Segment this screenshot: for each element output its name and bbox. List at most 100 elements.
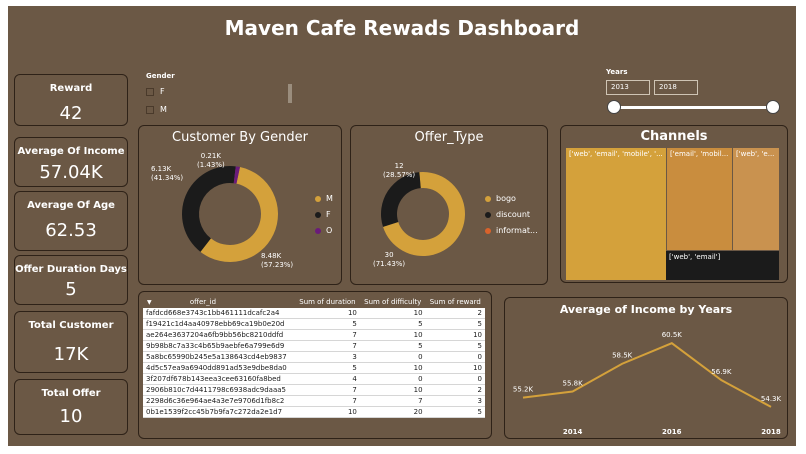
gender-option-m[interactable]: M bbox=[146, 105, 167, 114]
column-header-difficulty[interactable]: Sum of difficulty bbox=[364, 298, 422, 306]
checkbox[interactable] bbox=[146, 87, 154, 96]
offer-label-discount-pct: (28.57%) bbox=[383, 171, 416, 179]
legend-item-informational[interactable]: informat... bbox=[485, 226, 538, 235]
offer-label-bogo-pct: (71.43%) bbox=[373, 260, 406, 268]
kpi-duration-card: Offer Duration Days 5 bbox=[14, 255, 128, 305]
year-to-input[interactable]: 2018 bbox=[654, 80, 698, 95]
income-line-svg: 55.2K 55.8K 58.5K 60.5K 56.9K 54.3K 2014 2016 20… bbox=[513, 331, 782, 436]
legend-dot-o bbox=[315, 227, 321, 234]
legend-label-bogo: bogo bbox=[496, 194, 516, 203]
gender-label-f-value: 6.13K bbox=[151, 165, 172, 173]
offer-label-discount-value: 12 bbox=[394, 162, 404, 170]
checkbox[interactable] bbox=[146, 105, 154, 114]
legend-item-bogo[interactable]: bogo bbox=[485, 194, 516, 203]
table-cell-value: 0 bbox=[425, 373, 485, 385]
table-row[interactable]: 9b98b8c7a33c4b65b9aebfe6a799e6d9 7 5 5 bbox=[143, 340, 485, 352]
table-row[interactable]: fafdcd668e3743c1bb461111dcafc2a4 10 10 2 bbox=[143, 308, 485, 319]
table-cell-value: 10 bbox=[295, 406, 360, 418]
table-row[interactable]: 4d5c57ea9a6940dd891ad53e9dbe8da0 5 10 10 bbox=[143, 362, 485, 374]
kpi-offers-label: Total Offer bbox=[41, 388, 101, 399]
channel-tile-email-mobile[interactable]: ['email', 'mobil... bbox=[666, 148, 732, 250]
kpi-reward-card: Reward 42 bbox=[14, 74, 128, 126]
legend-label-f: F bbox=[326, 210, 331, 219]
gender-label-m-pct: (57.23%) bbox=[261, 261, 294, 269]
table-cell-offer-id: f19421c1d4aa40978ebb69ca19b0e20d bbox=[143, 318, 295, 330]
table-cell-value: 10 bbox=[425, 362, 485, 374]
kpi-offers-value: 10 bbox=[59, 406, 83, 427]
kpi-income-card: Average Of Income 57.04K bbox=[14, 137, 128, 187]
legend-dot-informational bbox=[485, 227, 491, 234]
donut-slice-discount[interactable] bbox=[381, 172, 421, 227]
gender-label-o-pct: (1.43%) bbox=[197, 161, 225, 169]
legend-item-m[interactable]: M bbox=[315, 194, 333, 203]
table-cell-offer-id: 4d5c57ea9a6940dd891ad53e9dbe8da0 bbox=[143, 362, 295, 374]
table-header-row: ▼ offer_id Sum of duration Sum of diffic… bbox=[143, 296, 485, 308]
kpi-customers-label: Total Customer bbox=[28, 320, 114, 331]
table-row[interactable]: f19421c1d4aa40978ebb69ca19b0e20d 5 5 5 bbox=[143, 318, 485, 330]
legend-item-discount[interactable]: discount bbox=[485, 210, 530, 219]
page-title: Maven Cafe Rewads Dashboard bbox=[224, 16, 580, 40]
table-cell-offer-id: 0b1e1539f2cc45b7b9fa7c272da2e1d7 bbox=[143, 406, 295, 418]
legend-item-f[interactable]: F bbox=[315, 210, 331, 219]
kpi-income-value: 57.04K bbox=[39, 162, 103, 183]
table-row[interactable]: 3f207df678b143eea3cee63160fa8bed 4 0 0 bbox=[143, 373, 485, 385]
sort-desc-icon[interactable]: ▼ bbox=[147, 299, 152, 306]
column-header-offer-id[interactable]: ▼ offer_id bbox=[143, 296, 295, 308]
kpi-offers-card: Total Offer 10 bbox=[14, 379, 128, 435]
donut-slice-bogo[interactable] bbox=[383, 172, 465, 256]
table-cell-value: 10 bbox=[359, 308, 426, 319]
table-row[interactable]: 2298d6c36e964ae4a3e7e9706d1fb8c2 7 7 3 bbox=[143, 395, 485, 407]
table-row[interactable]: 2906b810c7d4411798c6938adc9daaa5 7 10 2 bbox=[143, 384, 485, 396]
year-from-input[interactable]: 2013 bbox=[606, 80, 650, 95]
offer-table: ▼ offer_id Sum of duration Sum of diffic… bbox=[143, 296, 485, 418]
kpi-reward-value: 42 bbox=[59, 103, 83, 124]
channel-tile-web-email-mobile[interactable]: ['web', 'e... bbox=[732, 148, 779, 250]
table-row[interactable]: ae264e3637204a6fb9bb56bc8210ddfd 7 10 10 bbox=[143, 329, 485, 341]
table-cell-value: 20 bbox=[359, 406, 426, 418]
year-slider-track[interactable] bbox=[614, 106, 774, 109]
offer-label-discount: 12 (28.57%) bbox=[383, 162, 415, 180]
gender-label-f-pct: (41.34%) bbox=[151, 174, 184, 182]
table-cell-value: 7 bbox=[295, 340, 360, 352]
table-cell-value: 5 bbox=[425, 318, 485, 330]
table-cell-value: 0 bbox=[359, 373, 426, 385]
donut-slice-o[interactable] bbox=[233, 166, 240, 184]
dashboard-canvas: Maven Cafe Rewads Dashboard Reward 42 Av… bbox=[8, 6, 796, 446]
column-header-duration[interactable]: Sum of duration bbox=[299, 298, 356, 306]
kpi-income-label: Average Of Income bbox=[17, 146, 125, 157]
kpi-reward-label: Reward bbox=[49, 83, 93, 94]
offer-table-panel: ▼ offer_id Sum of duration Sum of diffic… bbox=[138, 291, 492, 439]
channels-title: Channels bbox=[640, 129, 708, 144]
slicer-scrollbar[interactable] bbox=[288, 84, 292, 103]
table-row[interactable]: 0b1e1539f2cc45b7b9fa7c272da2e1d7 10 20 5 bbox=[143, 406, 485, 418]
table-cell-value: 2 bbox=[425, 384, 485, 396]
gender-option-f[interactable]: F bbox=[146, 87, 165, 96]
gender-chart-panel: Customer By Gender 0.21K (1.43%) 6.13K (… bbox=[138, 125, 342, 285]
kpi-age-label: Average Of Age bbox=[27, 200, 115, 211]
table-cell-value: 5 bbox=[295, 362, 360, 374]
kpi-customers-card: Total Customer 17K bbox=[14, 311, 128, 373]
income-data-label: 60.5K bbox=[662, 331, 683, 339]
column-header-reward[interactable]: Sum of reward bbox=[429, 298, 481, 306]
table-cell-value: 0 bbox=[359, 351, 426, 363]
table-row[interactable]: 5a8bc65990b245e5a138643cd4eb9837 3 0 0 bbox=[143, 351, 485, 363]
donut-slice-f[interactable] bbox=[182, 166, 236, 252]
channel-tile-all[interactable]: ['web', 'email', 'mobile', '... bbox=[566, 148, 666, 280]
table-cell-value: 4 bbox=[295, 373, 360, 385]
year-slider-start-handle[interactable] bbox=[607, 100, 621, 114]
table-cell-value: 10 bbox=[425, 329, 485, 341]
table-cell-value: 10 bbox=[295, 308, 360, 319]
gender-label-o: 0.21K (1.43%) bbox=[197, 152, 225, 170]
channel-tile-web-email[interactable]: ['web', 'email'] bbox=[666, 250, 779, 280]
table-cell-value: 10 bbox=[359, 362, 426, 374]
legend-item-o[interactable]: O bbox=[315, 226, 332, 235]
year-slider-end-handle[interactable] bbox=[766, 100, 780, 114]
donut-slice-m[interactable] bbox=[200, 167, 278, 262]
kpi-age-value: 62.53 bbox=[45, 220, 97, 241]
years-slicer-title: Years bbox=[606, 68, 628, 76]
table-cell-value: 0 bbox=[425, 351, 485, 363]
table-cell-value: 5 bbox=[295, 318, 360, 330]
kpi-duration-value: 5 bbox=[65, 279, 77, 300]
legend-label-m: M bbox=[326, 194, 333, 203]
income-data-label: 58.5K bbox=[612, 352, 633, 360]
